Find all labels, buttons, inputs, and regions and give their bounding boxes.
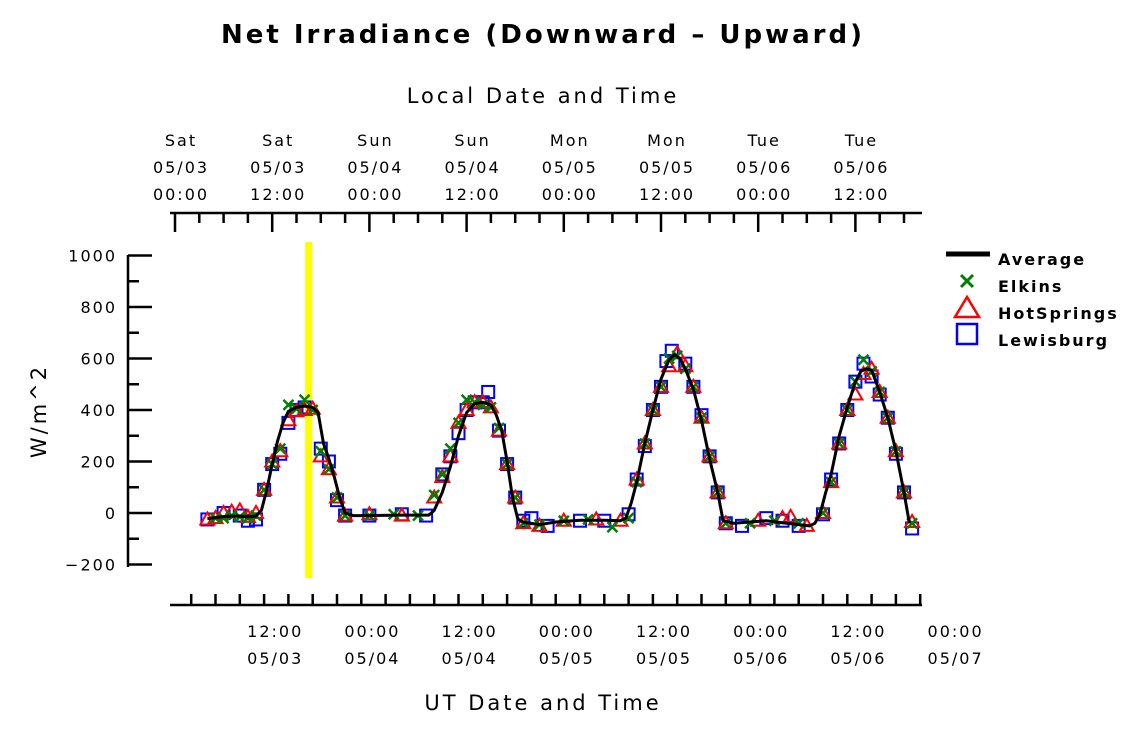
top-tick-day-label: Sun (357, 131, 393, 150)
series-average (207, 353, 911, 528)
bottom-tick-date-label: 05/05 (636, 649, 692, 668)
average-line (207, 353, 911, 528)
hotsprings-point (433, 467, 452, 483)
y-tick-label: 0 (105, 504, 117, 523)
y-axis-ticks (128, 254, 152, 566)
bottom-tick-time-label: 12:00 (247, 622, 303, 641)
elkins-point (217, 512, 230, 525)
top-tick-day-label: Tue (747, 131, 781, 150)
elkins-point (339, 509, 351, 522)
legend-swatch-lewisburg (955, 322, 979, 346)
series-elkins (209, 350, 918, 534)
top-tick-date-label: 05/03 (250, 158, 306, 177)
elkins-point (298, 393, 311, 406)
y-tick-label: 1000 (68, 247, 117, 266)
legend-swatch-elkins (959, 273, 975, 289)
top-tick-time-label: 12:00 (250, 185, 306, 204)
top-tick-day-label: Sat (165, 131, 197, 150)
legend-item-lewisburg: Lewisburg (955, 322, 1109, 350)
top-tick-day-label: Sat (262, 131, 294, 150)
legend: Average Elkins HotSprings Lewisburg (946, 250, 1119, 350)
y-axis-title: W/m^2 (27, 364, 51, 458)
top-tick-time-label: 00:00 (542, 185, 598, 204)
top-tick-date-label: 05/05 (639, 158, 695, 177)
top-tick-date-label: 05/06 (833, 158, 889, 177)
bottom-tick-date-label: 05/06 (733, 649, 789, 668)
top-tick-date-label: 05/06 (736, 158, 792, 177)
elkins-point (857, 353, 870, 366)
bottom-tick-time-label: 00:00 (928, 622, 984, 641)
top-tick-date-label: 05/05 (542, 158, 598, 177)
y-tick-label: 200 (80, 453, 117, 472)
elkins-point (460, 393, 473, 406)
elkins-point (428, 489, 441, 501)
bottom-tick-time-label: 00:00 (344, 622, 400, 641)
top-tick-time-label: 12:00 (445, 185, 501, 204)
top-axis-ticks (173, 213, 906, 232)
y-axis-tick-labels: 1000 800 600 400 200 0 −200 (65, 247, 117, 575)
y-tick-label: 400 (80, 401, 117, 420)
hotsprings-point (781, 507, 800, 523)
hotsprings-point (830, 434, 848, 450)
bottom-tick-time-label: 12:00 (830, 622, 886, 641)
top-tick-time-label: 12:00 (833, 185, 889, 204)
plot-series (198, 343, 921, 536)
top-axis-tick-labels: Sat 05/03 00:00 Sat 05/03 12:00 Sun 05/04 00:00 S… (153, 131, 889, 204)
legend-item-average: Average (946, 250, 1086, 269)
top-tick-day-label: Mon (550, 131, 590, 150)
bottom-tick-time-label: 00:00 (539, 622, 595, 641)
legend-label-hotsprings: HotSprings (998, 304, 1119, 323)
legend-swatch-hotsprings (952, 294, 982, 319)
top-tick-day-label: Tue (844, 131, 878, 150)
legend-item-elkins: Elkins (959, 273, 1063, 296)
hotsprings-point (482, 398, 500, 414)
chart-title: Net Irradiance (Downward – Upward) (221, 20, 865, 50)
top-tick-date-label: 05/03 (153, 158, 209, 177)
top-tick-time-label: 00:00 (736, 185, 792, 204)
hotsprings-point (652, 377, 670, 393)
top-tick-time-label: 12:00 (639, 185, 695, 204)
top-tick-day-label: Mon (647, 131, 687, 150)
elkins-point (606, 521, 619, 534)
y-tick-label: −200 (65, 556, 117, 575)
bottom-tick-time-label: 12:00 (442, 622, 498, 641)
bottom-axis-title: UT Date and Time (424, 691, 661, 715)
bottom-tick-date-label: 05/04 (442, 649, 498, 668)
top-tick-date-label: 05/04 (347, 158, 403, 177)
legend-label-elkins: Elkins (998, 277, 1063, 296)
top-tick-day-label: Sun (454, 131, 490, 150)
bottom-tick-date-label: 05/03 (247, 649, 303, 668)
bottom-tick-time-label: 00:00 (733, 622, 789, 641)
bottom-tick-date-label: 05/06 (830, 649, 886, 668)
legend-item-hotsprings: HotSprings (952, 294, 1119, 323)
y-tick-label: 600 (80, 350, 117, 369)
bottom-tick-date-label: 05/07 (928, 649, 984, 668)
hotsprings-point (587, 510, 605, 526)
hotsprings-point (425, 488, 443, 504)
top-tick-time-label: 00:00 (347, 185, 403, 204)
bottom-axis-ticks (189, 594, 922, 605)
top-axis-title: Local Date and Time (407, 84, 680, 108)
legend-label-lewisburg: Lewisburg (998, 331, 1109, 350)
bottom-tick-date-label: 05/04 (344, 649, 400, 668)
top-tick-time-label: 00:00 (153, 185, 209, 204)
bottom-tick-time-label: 12:00 (636, 622, 692, 641)
elkins-point (622, 512, 635, 525)
top-tick-date-label: 05/04 (445, 158, 501, 177)
lewisburg-point (481, 384, 496, 399)
bottom-tick-date-label: 05/05 (539, 649, 595, 668)
bottom-axis-tick-labels: 12:00 05/03 00:00 05/04 12:00 05/04 00:00 05/05… (247, 622, 984, 668)
y-tick-label: 800 (80, 298, 117, 317)
hotsprings-point (838, 401, 857, 416)
legend-label-average: Average (998, 250, 1086, 269)
